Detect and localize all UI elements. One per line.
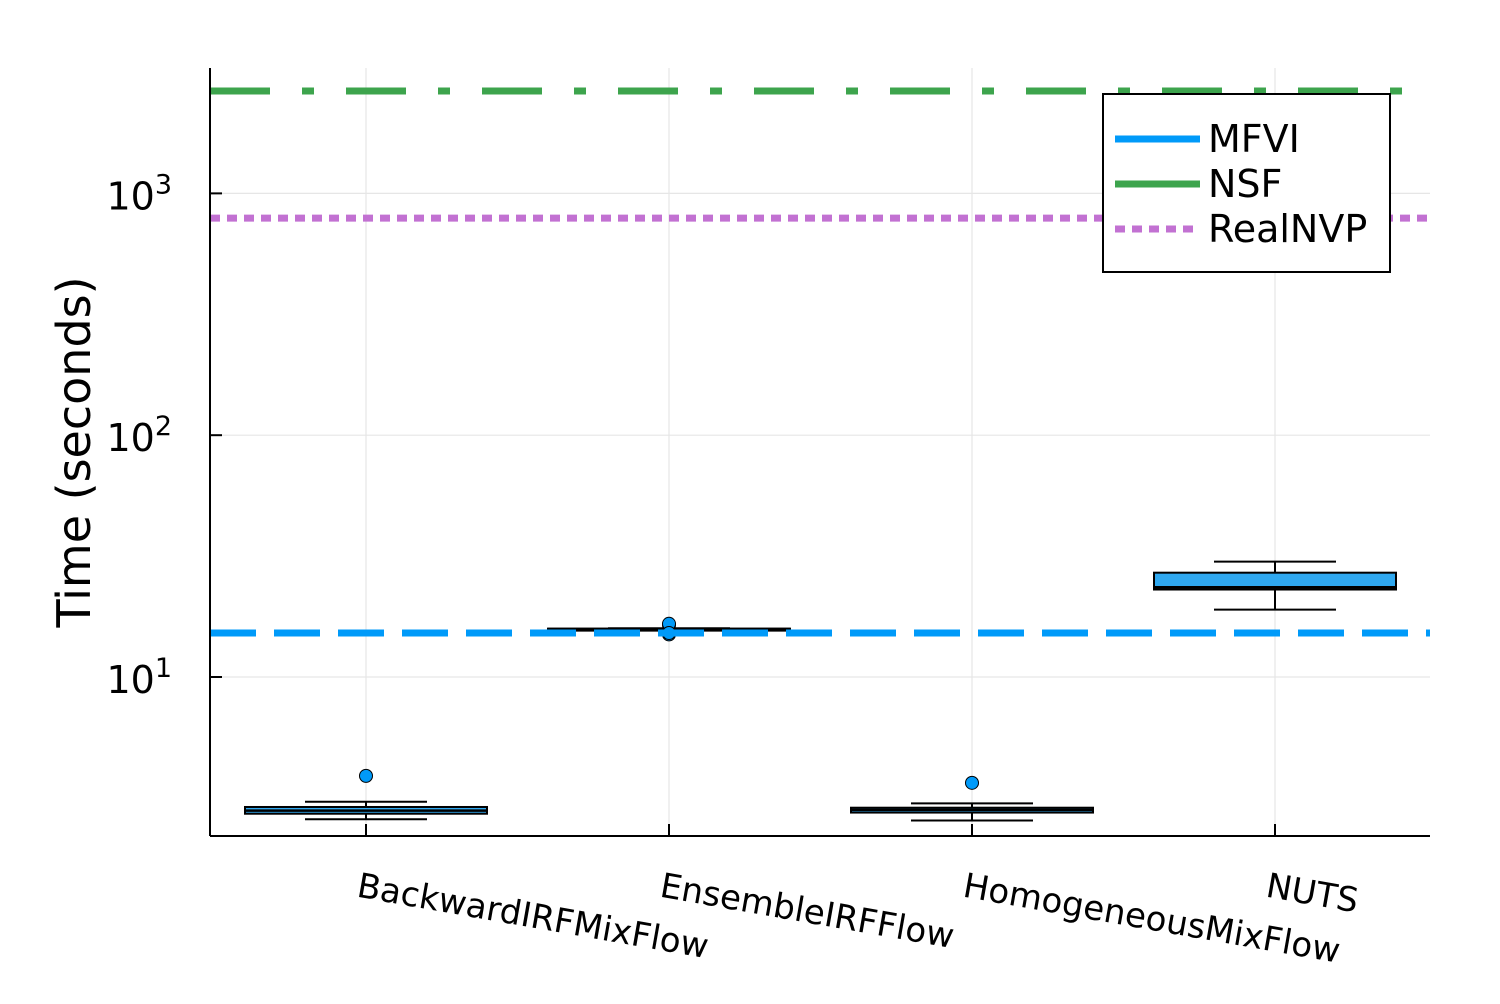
legend-label-MFVI: MFVI	[1208, 117, 1300, 161]
legend-label-NSF: NSF	[1208, 162, 1282, 206]
box-BackwardIRFMixFlow	[244, 768, 488, 821]
legend-label-RealNVP: RealNVP	[1208, 207, 1367, 251]
y-tick-label-base: 10	[106, 658, 154, 702]
box-iqr	[1153, 571, 1397, 591]
box-HomogeneousMixFlow	[850, 775, 1094, 822]
y-tick-label-exponent: 1	[155, 653, 172, 684]
box-plots	[244, 560, 1397, 822]
y-tick-label-1000: 103	[106, 169, 172, 218]
x-tick-label-0: BackwardIRFMixFlow	[354, 866, 711, 967]
box-EnsembleIRFFlow	[547, 616, 791, 642]
y-axis-label: Time (seconds)	[47, 276, 101, 628]
y-tick-label-exponent: 3	[155, 169, 172, 200]
y-tick-label-10: 101	[106, 653, 172, 702]
reference-lines	[210, 87, 1430, 637]
y-tick-label-exponent: 2	[155, 411, 172, 442]
outlier-point	[965, 775, 979, 790]
outlier-point	[359, 768, 373, 783]
y-tick-label-base: 10	[106, 416, 154, 460]
y-tick-label-base: 10	[106, 174, 154, 218]
box-NUTS	[1153, 560, 1397, 611]
x-tick-label-3: NUTS	[1263, 866, 1361, 921]
y-tick-label-100: 102	[106, 411, 172, 460]
